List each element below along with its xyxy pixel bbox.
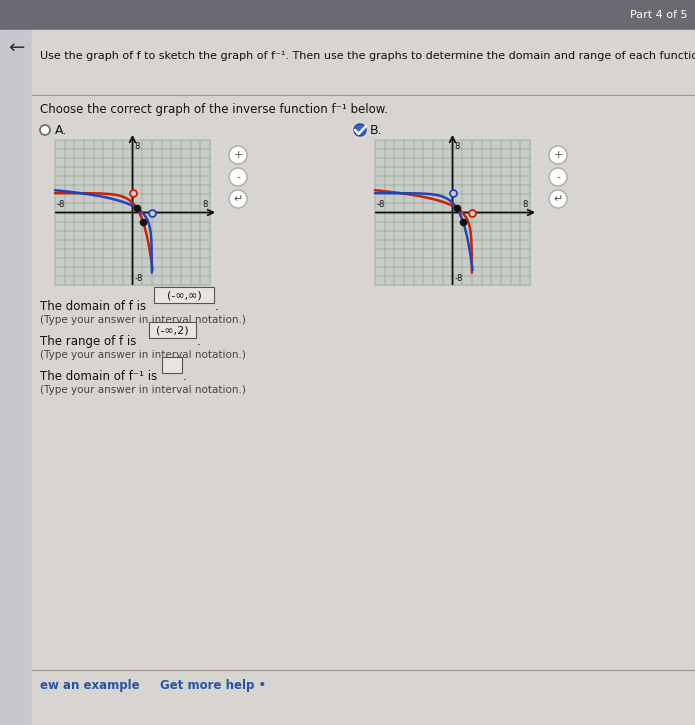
Bar bbox=[0, 0, 695, 30]
Text: .: . bbox=[215, 300, 219, 313]
Text: The domain of f⁻¹ is: The domain of f⁻¹ is bbox=[40, 370, 157, 383]
Bar bbox=[375, 140, 530, 285]
FancyBboxPatch shape bbox=[154, 287, 214, 303]
Text: The range of f is: The range of f is bbox=[40, 335, 136, 348]
Text: 8: 8 bbox=[203, 199, 208, 209]
Text: B.: B. bbox=[370, 123, 383, 136]
Bar bbox=[0, 30, 32, 725]
Text: ↵: ↵ bbox=[234, 194, 243, 204]
Text: (-∞,2): (-∞,2) bbox=[156, 325, 189, 335]
Text: -8: -8 bbox=[377, 199, 385, 209]
FancyBboxPatch shape bbox=[162, 357, 182, 373]
Text: The domain of f is: The domain of f is bbox=[40, 300, 146, 313]
Bar bbox=[55, 140, 210, 285]
Text: -8: -8 bbox=[135, 274, 143, 283]
Text: Use the graph of f to sketch the graph of f⁻¹. Then use the graphs to determine : Use the graph of f to sketch the graph o… bbox=[40, 51, 695, 61]
Circle shape bbox=[229, 168, 247, 186]
Text: .: . bbox=[197, 335, 201, 348]
Circle shape bbox=[354, 124, 366, 136]
Text: (-∞,∞): (-∞,∞) bbox=[167, 290, 202, 300]
Text: 8: 8 bbox=[523, 199, 528, 209]
Text: ew an example: ew an example bbox=[40, 679, 140, 692]
Text: .: . bbox=[183, 370, 187, 383]
Circle shape bbox=[549, 146, 567, 164]
Circle shape bbox=[40, 125, 50, 135]
Text: ↵: ↵ bbox=[553, 194, 563, 204]
Text: -: - bbox=[556, 172, 560, 182]
Text: -8: -8 bbox=[455, 274, 463, 283]
Circle shape bbox=[549, 168, 567, 186]
Text: ←: ← bbox=[8, 38, 24, 57]
Text: 8: 8 bbox=[455, 142, 460, 151]
Circle shape bbox=[229, 190, 247, 208]
Text: Part 4 of 5: Part 4 of 5 bbox=[630, 10, 688, 20]
Circle shape bbox=[549, 190, 567, 208]
Text: +: + bbox=[553, 150, 563, 160]
Text: -: - bbox=[236, 172, 240, 182]
Text: Get more help •: Get more help • bbox=[160, 679, 266, 692]
Text: +: + bbox=[234, 150, 243, 160]
FancyBboxPatch shape bbox=[149, 322, 196, 338]
Text: 8: 8 bbox=[135, 142, 140, 151]
Text: (Type your answer in interval notation.): (Type your answer in interval notation.) bbox=[40, 315, 246, 325]
Text: Choose the correct graph of the inverse function f⁻¹ below.: Choose the correct graph of the inverse … bbox=[40, 103, 388, 116]
Text: (Type your answer in interval notation.): (Type your answer in interval notation.) bbox=[40, 350, 246, 360]
Text: A.: A. bbox=[55, 123, 67, 136]
Text: -8: -8 bbox=[57, 199, 65, 209]
Circle shape bbox=[229, 146, 247, 164]
Text: (Type your answer in interval notation.): (Type your answer in interval notation.) bbox=[40, 385, 246, 395]
